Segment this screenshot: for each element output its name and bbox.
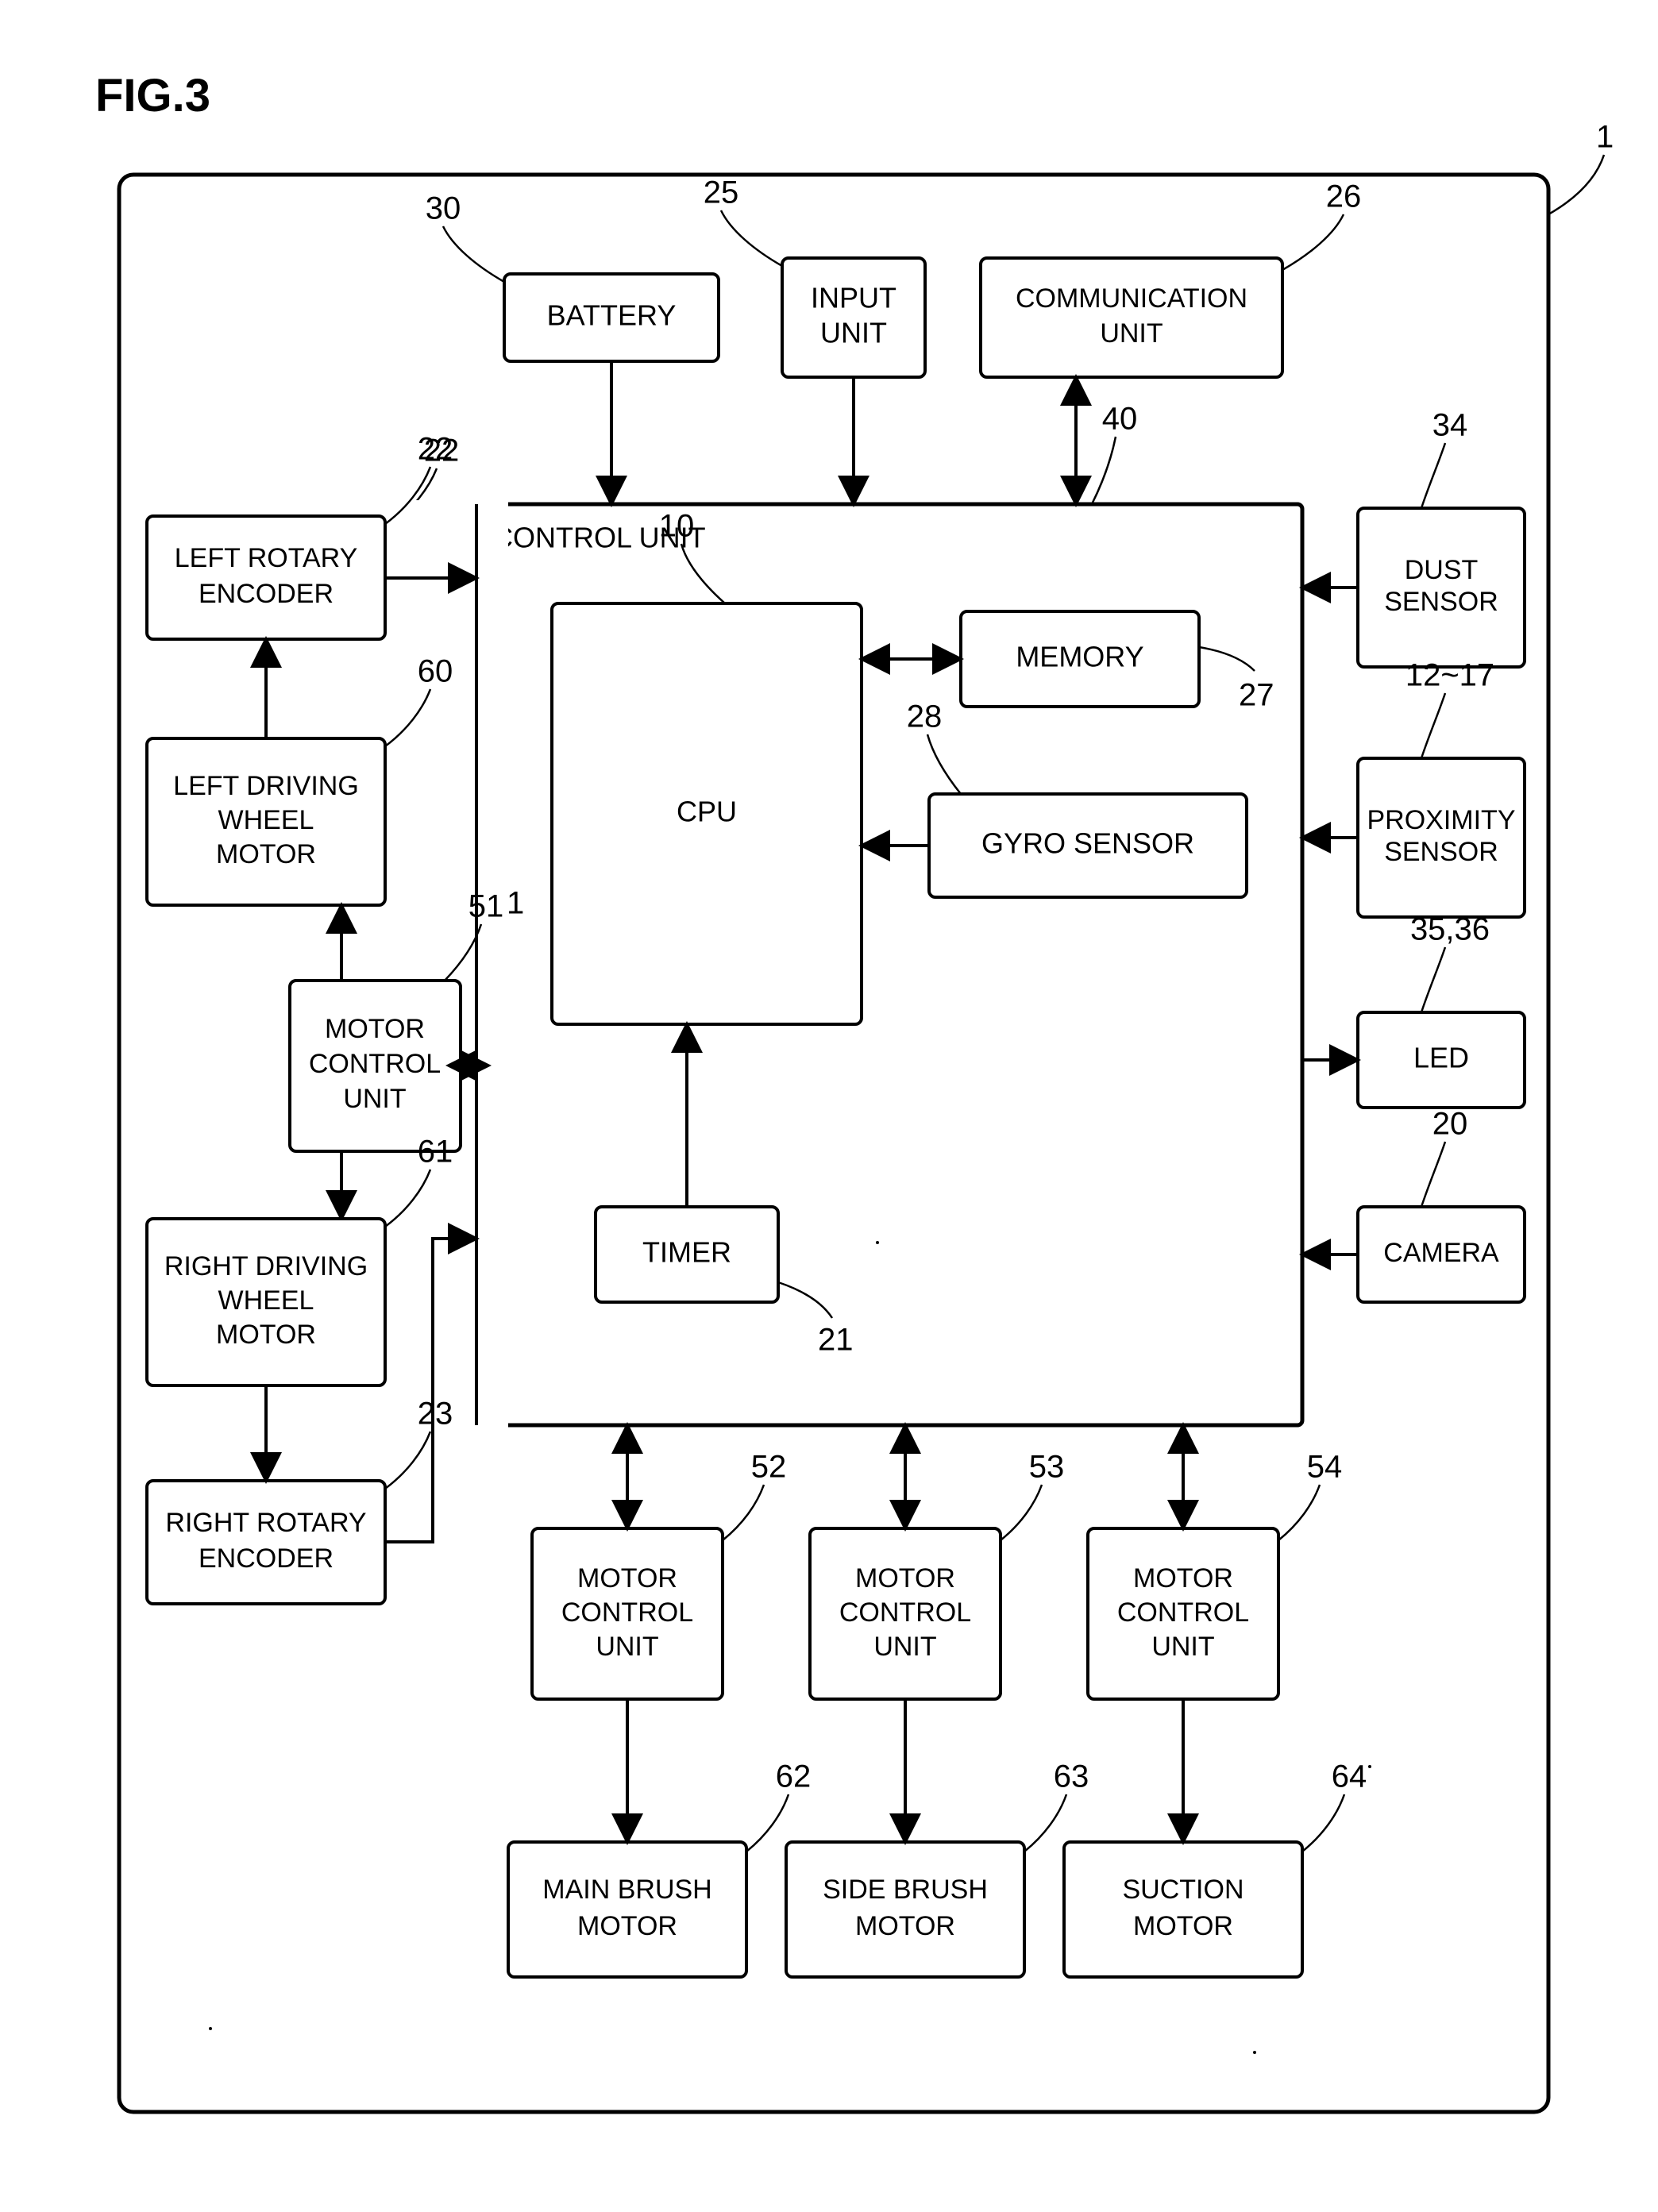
mcu53-l2: CONTROL bbox=[839, 1597, 971, 1628]
speck-2 bbox=[1368, 1765, 1371, 1768]
proximity-ref: 12~17 bbox=[1405, 658, 1494, 693]
mcu52-l1: MOTOR bbox=[577, 1563, 677, 1593]
mcu52-l3: UNIT bbox=[596, 1632, 658, 1662]
comm-unit-ref-leader bbox=[1282, 214, 1344, 270]
figure-label: FIG.3 bbox=[95, 70, 210, 121]
gyro-ref: 28 bbox=[907, 699, 943, 734]
mcu53-l1: MOTOR bbox=[855, 1563, 955, 1593]
left-enc-ref-c: 22 bbox=[418, 432, 453, 467]
dust-sensor-ref: 34 bbox=[1432, 408, 1468, 443]
mcu52-l2: CONTROL bbox=[561, 1597, 693, 1628]
system-ref-leader bbox=[1548, 155, 1604, 214]
left-drv-l3-c: MOTOR bbox=[216, 839, 316, 869]
input-unit-ref: 25 bbox=[704, 175, 739, 210]
control-unit-inner-ref: 10 bbox=[659, 509, 695, 544]
proximity-label2: SENSOR bbox=[1384, 837, 1498, 867]
input-unit-label2: UNIT bbox=[820, 317, 887, 349]
dust-sensor-ref-leader bbox=[1421, 443, 1445, 508]
right-drv-l2-c: WHEEL bbox=[218, 1285, 314, 1316]
mcu54-l2: CONTROL bbox=[1117, 1597, 1249, 1628]
suction-l2: MOTOR bbox=[1133, 1911, 1233, 1941]
right-drv-ref-c: 61 bbox=[418, 1135, 453, 1170]
dust-sensor-label-1: DUST bbox=[1405, 555, 1479, 585]
comm-unit-label1: COMMUNICATION bbox=[1016, 283, 1247, 314]
mainbrush-box bbox=[508, 1842, 746, 1977]
camera-ref: 20 bbox=[1432, 1107, 1468, 1142]
sidebrush-ref: 63 bbox=[1054, 1759, 1089, 1794]
mcu54-l3: UNIT bbox=[1151, 1632, 1214, 1662]
sidebrush-l1: SIDE BRUSH bbox=[823, 1875, 988, 1905]
timer-ref: 21 bbox=[818, 1323, 854, 1358]
camera-ref-leader bbox=[1421, 1142, 1445, 1207]
memory-label: MEMORY bbox=[1016, 641, 1143, 673]
mcu54-l1: MOTOR bbox=[1133, 1563, 1233, 1593]
mcu54-ref: 54 bbox=[1307, 1450, 1343, 1485]
control-unit-ref-leader bbox=[1092, 437, 1116, 504]
mainbrush-ref: 62 bbox=[776, 1759, 812, 1794]
led-ref-leader bbox=[1421, 947, 1445, 1012]
mcu52-ref: 52 bbox=[751, 1450, 787, 1485]
right-drv-l1-c: RIGHT DRIVING bbox=[164, 1251, 368, 1281]
battery-ref-leader bbox=[443, 226, 504, 282]
proximity-ref-leader bbox=[1421, 693, 1445, 758]
mcu53-l3: UNIT bbox=[873, 1632, 936, 1662]
cpu-label: CPU bbox=[677, 796, 737, 828]
suction-box bbox=[1064, 1842, 1302, 1977]
dust-sensor-label-2: SENSOR bbox=[1384, 587, 1498, 617]
camera-label: CAMERA bbox=[1383, 1238, 1499, 1268]
battery-ref: 30 bbox=[426, 191, 461, 226]
control-unit-ref: 40 bbox=[1102, 402, 1138, 437]
left-enc-l1-c: LEFT ROTARY bbox=[175, 543, 358, 573]
right-drv-l3-c: MOTOR bbox=[216, 1320, 316, 1350]
mcu53-lead bbox=[1001, 1485, 1042, 1540]
speck-1 bbox=[876, 1241, 879, 1244]
suction-ref: 64 bbox=[1332, 1759, 1367, 1794]
sidebrush-lead bbox=[1024, 1794, 1066, 1852]
mainbrush-lead bbox=[746, 1794, 789, 1852]
mainbrush-l1: MAIN BRUSH bbox=[542, 1875, 711, 1905]
speck-3 bbox=[1253, 2051, 1256, 2054]
right-enc-l2-c: ENCODER bbox=[199, 1543, 334, 1574]
left-encoder-box-c bbox=[147, 516, 385, 639]
mcu54-lead bbox=[1278, 1485, 1320, 1540]
led-ref: 35,36 bbox=[1410, 912, 1490, 947]
input-unit-label1: INPUT bbox=[811, 282, 896, 314]
input-unit-ref-leader bbox=[721, 210, 782, 266]
comm-unit-ref: 26 bbox=[1326, 179, 1362, 214]
mcu51-ref-c: 51 bbox=[468, 889, 504, 924]
system-ref: 1 bbox=[1596, 120, 1614, 155]
right-enc-ref-c: 23 bbox=[418, 1397, 453, 1432]
sidebrush-l2: MOTOR bbox=[855, 1911, 955, 1941]
block-diagram: FIG.3 1 BATTERY 30 INPUT UNIT 25 COMMUNI… bbox=[0, 0, 1658, 2212]
timer-label: TIMER bbox=[642, 1236, 731, 1269]
battery-label: BATTERY bbox=[547, 299, 677, 332]
mainbrush-l2: MOTOR bbox=[577, 1911, 677, 1941]
left-drv-l1-c: LEFT DRIVING bbox=[173, 771, 359, 801]
left-drv-ref-c: 60 bbox=[418, 654, 453, 689]
mcu51-l1-c: MOTOR bbox=[325, 1014, 425, 1044]
suction-lead bbox=[1302, 1794, 1344, 1852]
right-enc-box-c bbox=[147, 1481, 385, 1604]
mcu51-l2-c: CONTROL bbox=[309, 1049, 441, 1079]
gyro-label: GYRO SENSOR bbox=[981, 827, 1194, 860]
right-enc-l1-c: RIGHT ROTARY bbox=[165, 1508, 366, 1538]
comm-unit-label2: UNIT bbox=[1100, 318, 1163, 349]
mcu51-l3-c: UNIT bbox=[343, 1084, 406, 1114]
mcu53-ref: 53 bbox=[1029, 1450, 1065, 1485]
mcu52-lead bbox=[723, 1485, 764, 1540]
left-enc-l2-c: ENCODER bbox=[199, 579, 334, 609]
sidebrush-box bbox=[786, 1842, 1024, 1977]
speck-4 bbox=[209, 2027, 212, 2030]
suction-l1: SUCTION bbox=[1123, 1875, 1244, 1905]
left-drv-l2-c: WHEEL bbox=[218, 805, 314, 835]
memory-ref: 27 bbox=[1239, 678, 1274, 713]
led-label: LED bbox=[1413, 1042, 1469, 1074]
proximity-label1: PROXIMITY bbox=[1367, 805, 1515, 835]
